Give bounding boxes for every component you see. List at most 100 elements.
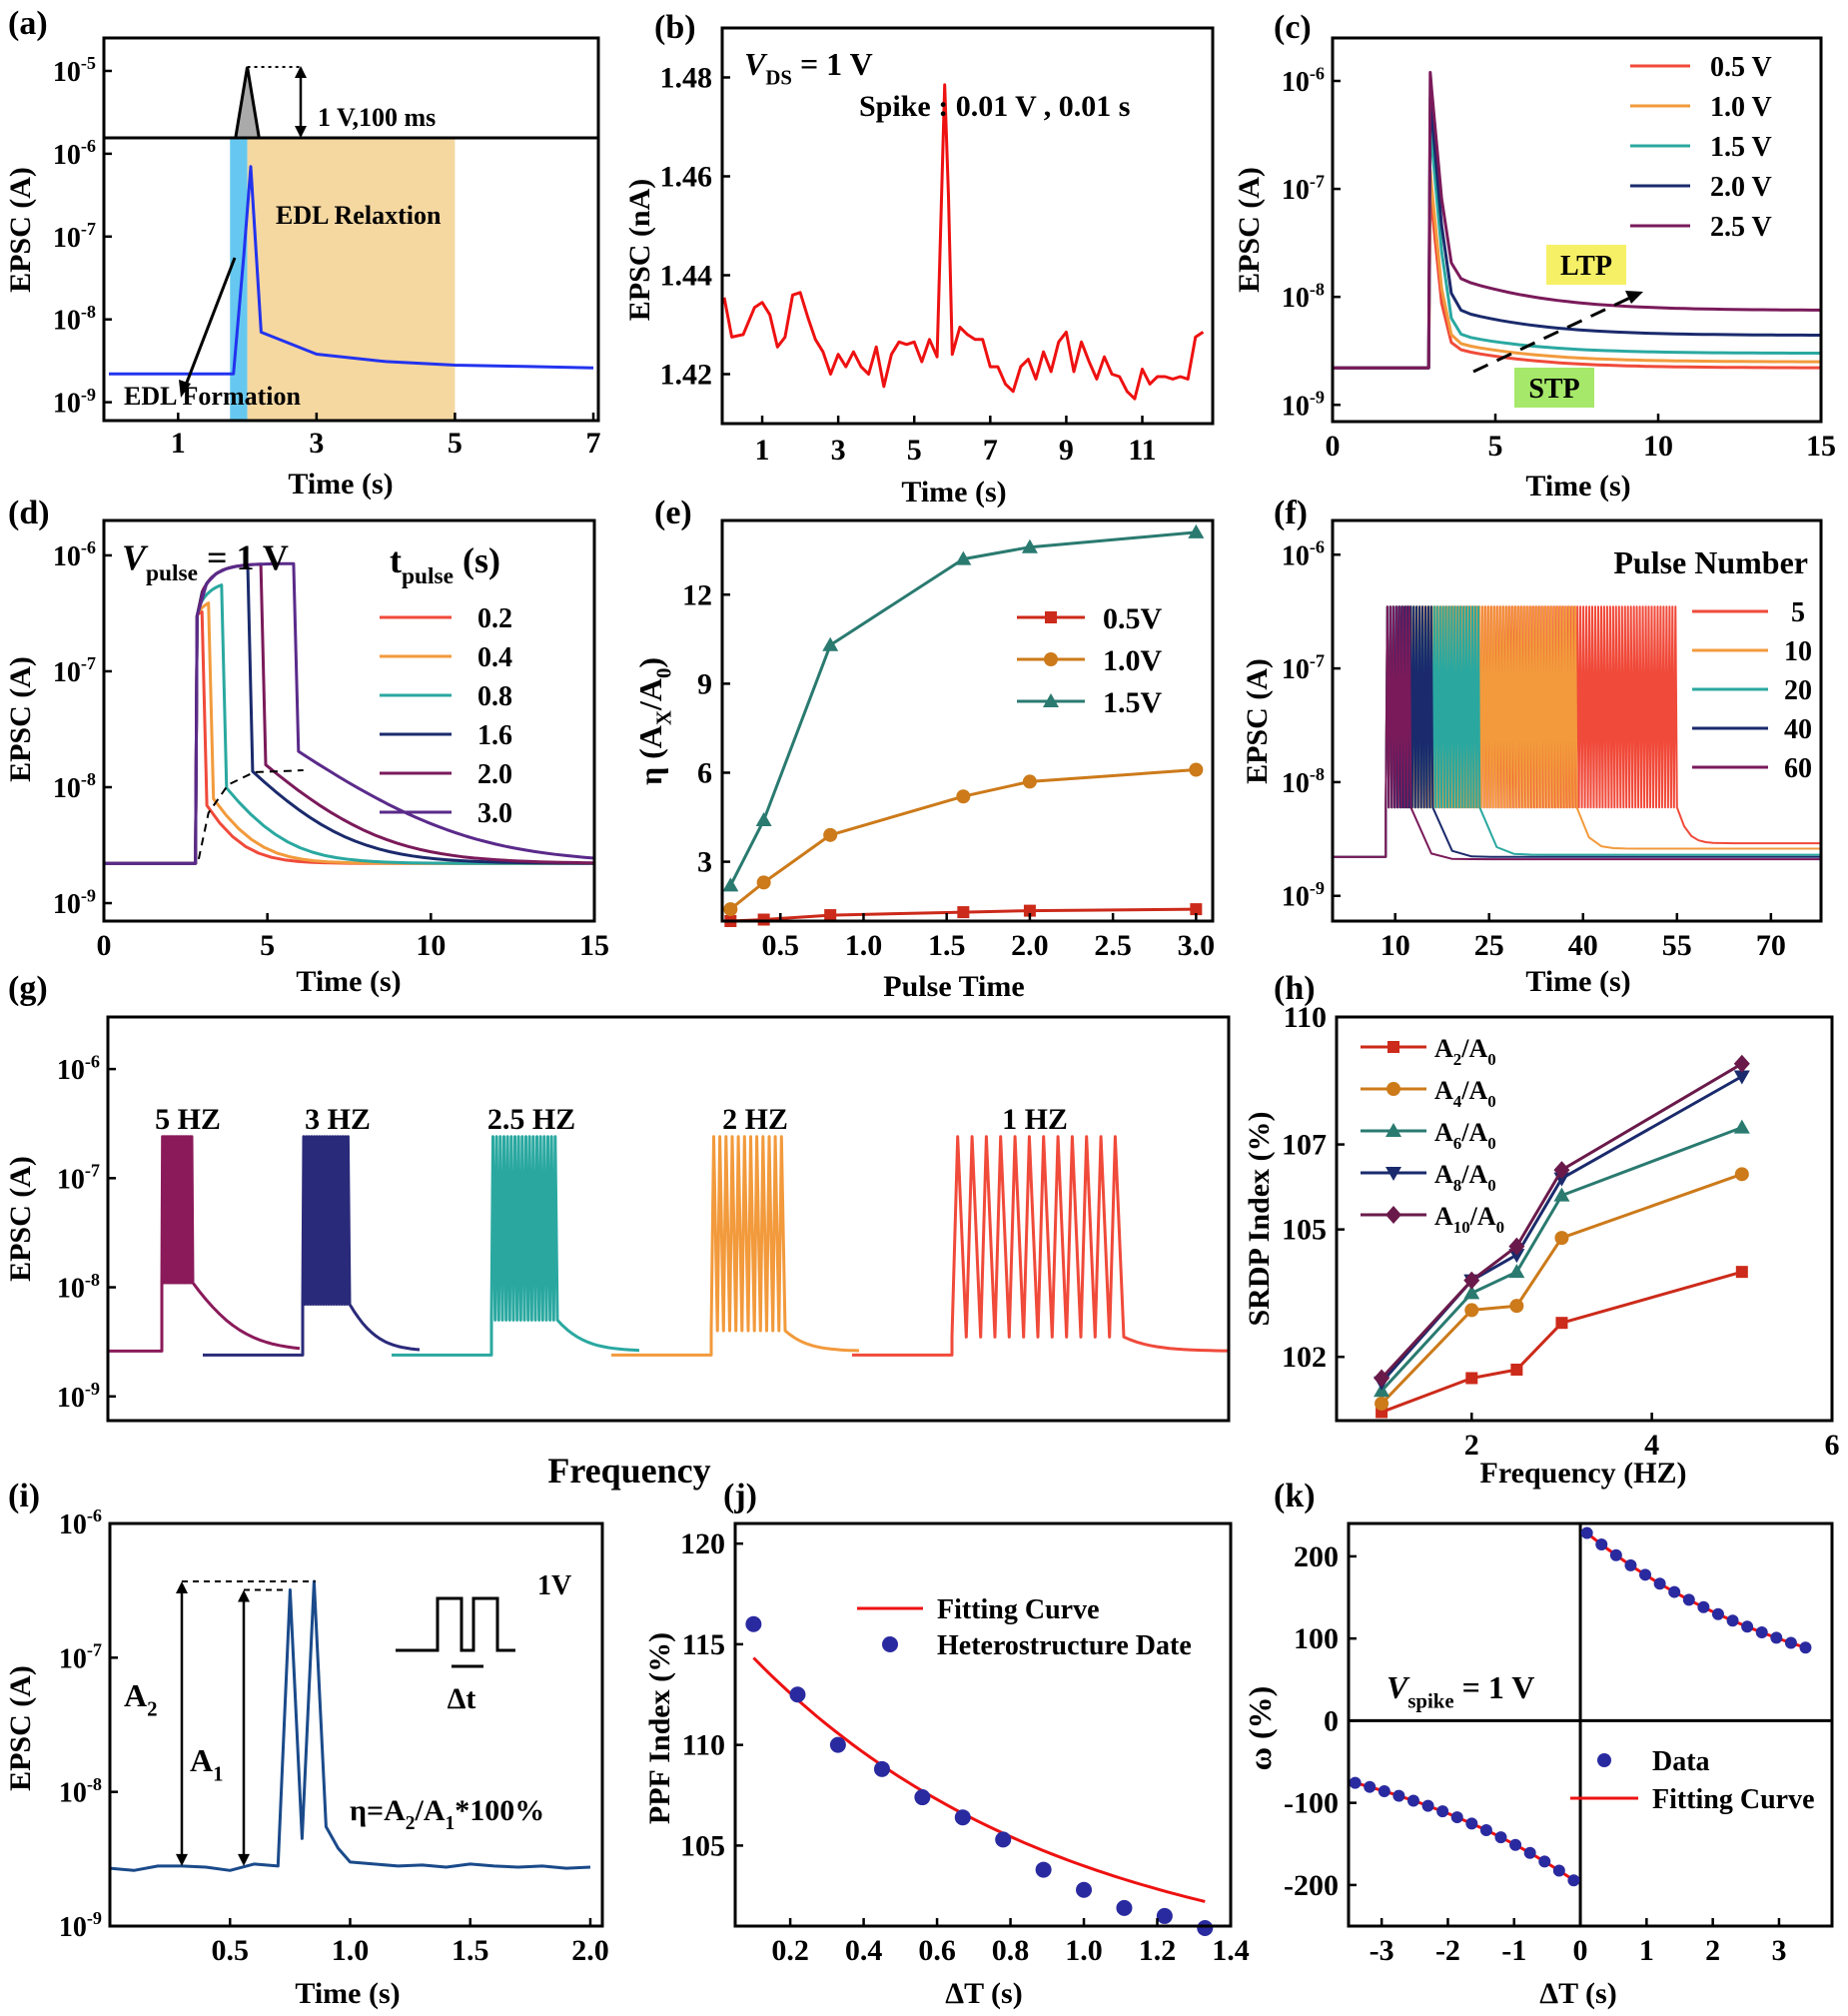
stp-box [1514, 368, 1594, 408]
legend-marker [1386, 1167, 1401, 1181]
data-point [957, 906, 970, 919]
k-xtick-label: 0 [1573, 1934, 1588, 1967]
data-point [1735, 1266, 1748, 1279]
data-point [745, 1615, 762, 1632]
dt-label: Δt [448, 1682, 476, 1715]
h-ytick-label: 110 [1284, 1001, 1327, 1034]
data-point [1653, 1577, 1666, 1590]
legend-label-part: /A [1460, 1118, 1487, 1147]
b-ytick-label: 1.44 [660, 260, 713, 293]
f-ytick-label-part: 10 [1282, 654, 1310, 685]
f-xtick-label: 10 [1381, 929, 1410, 962]
data-point [722, 877, 739, 892]
legend-label: 2.0 V [1710, 172, 1772, 203]
vpulse-title-part: V [122, 537, 149, 577]
data-point [1188, 523, 1205, 538]
a2-label-part: 2 [147, 1698, 157, 1721]
fit-curve-positive [1585, 1531, 1806, 1649]
panel-f-label: (f) [1274, 495, 1308, 531]
series-line-0 [1333, 187, 1821, 370]
tpulse-title: tpulse (s) [390, 540, 500, 589]
g-ytick-label: 10-9 [57, 1379, 100, 1414]
h-ytick-label: 105 [1282, 1214, 1327, 1247]
vspike-annotation-part: = 1 V [1454, 1669, 1535, 1705]
legend-label-part: 0 [1496, 1218, 1504, 1237]
data-point [1364, 1780, 1377, 1793]
legend-label: 3.0 [477, 798, 512, 829]
a-ytick-label-part: 10 [53, 223, 81, 254]
g-ytick-label: 10-8 [57, 1270, 100, 1305]
c-ytick-label-part: -9 [1310, 387, 1325, 407]
a-ytick-label-part: -8 [81, 302, 96, 322]
epsc-line [109, 165, 594, 376]
data-point [1022, 774, 1037, 789]
burst-label: 1 HZ [1002, 1103, 1068, 1136]
data-point [789, 1686, 806, 1703]
legend-label: 1.5 V [1710, 132, 1772, 163]
legend-label: A8/A0 [1434, 1160, 1496, 1195]
g-ytick-label: 10-7 [57, 1161, 100, 1196]
data-point [1733, 1054, 1750, 1073]
eta-formula-part: η=A [350, 1794, 406, 1827]
legend-marker [1386, 1082, 1400, 1096]
h-xtick-label: 4 [1644, 1429, 1659, 1462]
k-ytick-label: 200 [1294, 1540, 1339, 1573]
data-point [755, 812, 772, 827]
data-point [1508, 1237, 1525, 1256]
e-ytick-label: 9 [697, 667, 712, 700]
data-point [873, 1760, 890, 1777]
legend-label: 1.0 V [1710, 92, 1772, 123]
data-point [955, 550, 972, 565]
j-xtick-label: 1.2 [1139, 1934, 1177, 1967]
b-xtick-label: 5 [907, 434, 922, 467]
formation-arrowhead [179, 380, 191, 398]
panel-e-label: (e) [654, 495, 692, 531]
formation-arrow [183, 257, 237, 389]
series-line-2 [392, 1135, 640, 1357]
data-point [1726, 1614, 1739, 1627]
panel-b-label: (b) [654, 9, 696, 46]
data-point [1553, 1161, 1570, 1180]
d-xtick-label: 5 [260, 929, 275, 962]
i-ytick-label: 10-6 [59, 1506, 102, 1540]
panel-g-frame [106, 1015, 1231, 1423]
data-point [1734, 1167, 1749, 1182]
f-ytick-label: 10-9 [1282, 878, 1325, 913]
legend-label: 1.6 [477, 720, 512, 751]
data-point [1711, 1607, 1724, 1620]
series-line-4 [852, 1135, 1229, 1357]
f-ylabel: EPSC (A) [1241, 658, 1274, 784]
d-xtick-label: 10 [416, 929, 446, 962]
data-point [1421, 1799, 1434, 1812]
data-point [954, 1809, 971, 1826]
a-ytick-label-part: 10 [53, 57, 81, 88]
a-xlabel: Time (s) [288, 468, 393, 501]
series-line-3 [1333, 96, 1821, 370]
panel-d-frame [102, 518, 596, 923]
panel-a-frame [102, 36, 600, 423]
legend-label-part: 4 [1453, 1092, 1462, 1111]
legend-label-part: 0 [1487, 1092, 1495, 1111]
i-ytick-label-part: -9 [87, 1908, 102, 1928]
eta-formula-part: 2 [406, 1813, 416, 1834]
a-ytick-label-part: -7 [81, 219, 96, 239]
edl-formation-band [230, 138, 248, 421]
e-xtick-label: 3.0 [1178, 929, 1216, 962]
i-xtick-label: 0.5 [211, 1934, 249, 1967]
f-ytick-label-part: -6 [1310, 537, 1325, 557]
eta-formula-part: *100% [455, 1794, 544, 1827]
a-ytick-label: 10-9 [53, 385, 96, 420]
data-point [1076, 1881, 1093, 1898]
k-xlabel: ΔT (s) [1539, 1977, 1616, 2010]
panel-k-label: (k) [1274, 1478, 1316, 1514]
legend-marker [1044, 652, 1058, 666]
h-ylabel: SRDP Index (%) [1243, 1111, 1276, 1326]
j-xtick-label: 1.0 [1065, 1934, 1103, 1967]
data-point [1465, 1817, 1478, 1830]
j-ytick-label: 115 [682, 1628, 725, 1661]
g-ytick-label-part: 10 [57, 1383, 85, 1414]
j-ytick-label: 110 [682, 1729, 725, 1762]
a-ytick-label-part: 10 [53, 389, 81, 420]
legend-label: Data [1652, 1746, 1710, 1777]
i-ytick-label-part: 10 [59, 1912, 87, 1943]
